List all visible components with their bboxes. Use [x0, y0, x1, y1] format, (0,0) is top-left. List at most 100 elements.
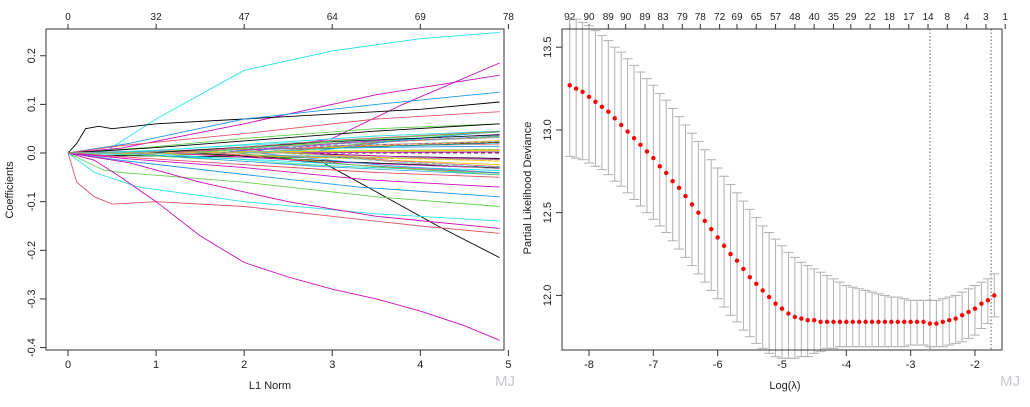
x-tick-label: 0	[65, 359, 71, 371]
x-tick-label: -8	[584, 359, 594, 371]
y-tick-label: 0.0	[26, 145, 38, 160]
cv-point	[869, 319, 875, 325]
cv-point	[644, 149, 650, 154]
cv-point	[593, 99, 598, 105]
cv-point	[947, 318, 952, 323]
cv-point	[882, 319, 888, 325]
right-plot-frame	[561, 28, 1003, 351]
cv-mean-points	[567, 83, 997, 326]
coefficient-path	[67, 74, 500, 154]
cv-point	[863, 319, 868, 325]
cv-point	[889, 319, 894, 325]
coefficient-paths	[67, 31, 500, 341]
top-axis-label: 18	[884, 12, 896, 23]
top-axis-label: 40	[809, 12, 821, 23]
cv-point	[831, 319, 836, 325]
y-tick-label: -0.4	[26, 338, 38, 357]
top-axis-label: 29	[845, 12, 857, 23]
cv-point	[766, 294, 772, 300]
x-tick-label: -7	[648, 359, 658, 371]
cv-point	[676, 185, 682, 191]
cv-point	[799, 316, 804, 321]
top-axis-label: 90	[583, 12, 595, 23]
cv-point	[985, 298, 991, 303]
cv-point	[818, 319, 823, 325]
cv-point	[972, 306, 978, 311]
top-axis-label: 4	[964, 12, 970, 23]
y-tick-label: -0.1	[26, 192, 38, 211]
top-axis-label: 78	[695, 12, 707, 23]
y-tick-label: 0.2	[26, 48, 38, 63]
cv-point	[992, 293, 997, 298]
coefficient-path	[67, 91, 500, 154]
x-tick-label: 5	[505, 359, 511, 371]
top-axis-label: 8	[945, 12, 951, 23]
cv-point	[734, 258, 740, 263]
cv-point	[631, 136, 637, 141]
x-tick-label: 4	[417, 359, 423, 371]
top-axis-label: 89	[603, 12, 615, 23]
top-axis-label: 57	[770, 12, 782, 23]
cv-point	[689, 202, 695, 207]
top-axis-label: 1	[1002, 12, 1008, 23]
cv-point	[927, 321, 933, 326]
cv-point	[573, 86, 579, 91]
x-tick-label: 3	[329, 359, 335, 371]
x-tick-label: -5	[777, 359, 787, 371]
coefficient-path	[67, 152, 500, 198]
cv-point	[959, 313, 965, 318]
cv-point	[811, 318, 817, 323]
coefficient-path	[67, 152, 500, 229]
cv-error-bars	[564, 16, 1000, 359]
top-axis-label: 35	[828, 12, 840, 23]
cv-point	[715, 235, 720, 240]
cv-point	[618, 122, 624, 128]
x-tick-label: 1	[153, 359, 159, 371]
cv-point	[638, 142, 643, 148]
cv-point	[709, 227, 714, 232]
cv-point	[953, 316, 958, 321]
top-axis-label: 69	[415, 12, 427, 23]
cv-point	[786, 311, 791, 316]
coefficient-path	[67, 111, 500, 154]
cv-point	[696, 210, 701, 215]
coefficient-path	[67, 101, 500, 154]
top-axis-label: 78	[503, 12, 515, 23]
cv-point	[567, 83, 572, 88]
right-x-axis-label: Log(λ)	[769, 380, 800, 392]
watermark-right: MJ	[1000, 373, 1020, 390]
cv-point	[747, 274, 753, 280]
watermark-left: MJ	[495, 373, 515, 390]
top-axis-label: 22	[865, 12, 877, 23]
left-plot-frame	[45, 28, 505, 351]
top-axis-label: 83	[657, 12, 669, 23]
x-tick-label: -4	[841, 359, 851, 371]
cv-point	[805, 318, 810, 323]
cv-point	[914, 319, 920, 325]
left-y-axis-label: Coefficients	[4, 161, 16, 219]
left-x-axis-label: L1 Norm	[249, 380, 291, 392]
top-axis-label: 14	[922, 12, 934, 23]
cv-point	[625, 129, 630, 134]
cv-point	[760, 288, 765, 293]
cv-point	[599, 104, 605, 109]
cv-point	[850, 319, 855, 325]
cv-point	[837, 319, 843, 325]
coefficient-path	[67, 152, 500, 188]
top-axis-label: 79	[677, 12, 689, 23]
coefficient-path	[67, 152, 500, 178]
top-axis-label: 0	[65, 12, 71, 23]
y-tick-label: -0.2	[26, 241, 38, 260]
cv-point	[683, 193, 688, 199]
cv-point	[824, 319, 830, 325]
cv-point	[721, 243, 727, 248]
coefficient-path	[67, 152, 500, 341]
top-axis-label: 69	[731, 12, 743, 23]
top-axis-label: 48	[789, 12, 801, 23]
cv-point	[876, 319, 881, 325]
x-tick-label: 2	[241, 359, 247, 371]
cv-point	[921, 319, 926, 325]
coefficient-path-plot: 0 1 2 3 4 5 -0.4 -0.3 -0.2 -0.1 0.0 0.1 0.2 0 32 47 64 69…	[4, 12, 514, 392]
cv-point	[754, 281, 759, 287]
